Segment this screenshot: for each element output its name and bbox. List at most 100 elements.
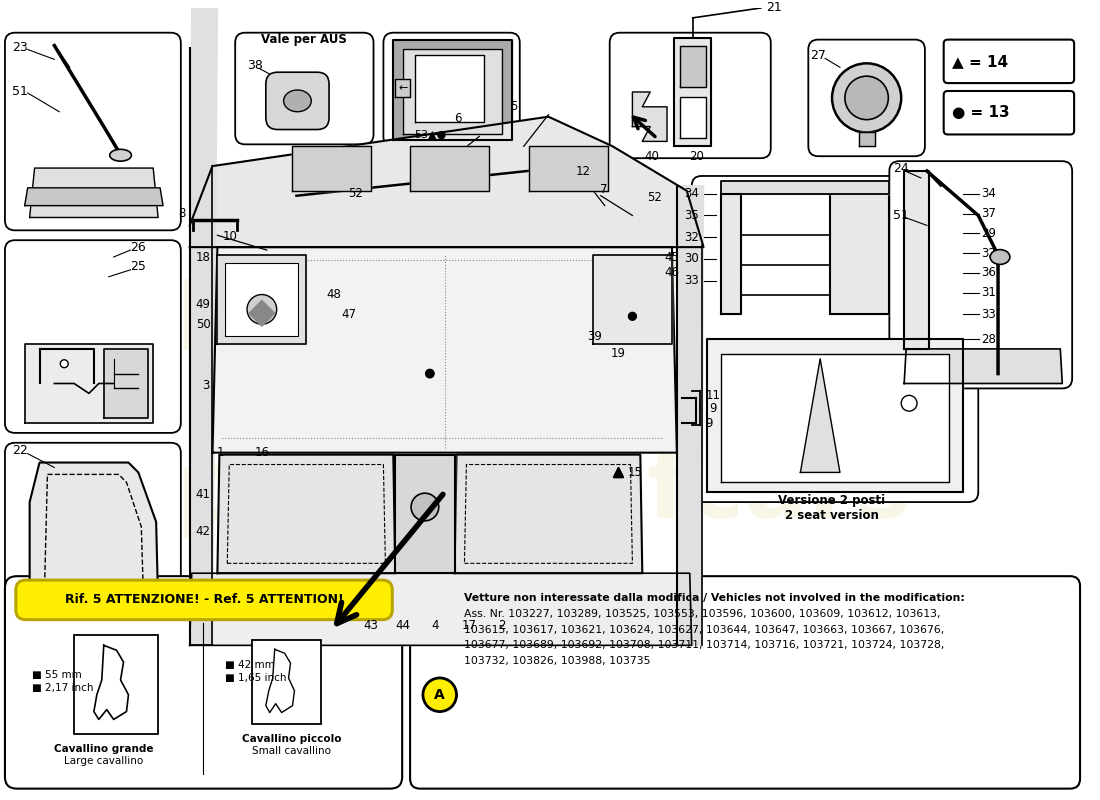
Text: Cavallino piccolo: Cavallino piccolo (242, 734, 341, 744)
FancyBboxPatch shape (4, 33, 180, 230)
Text: 12: 12 (576, 165, 591, 178)
Polygon shape (680, 46, 705, 87)
Text: ● = 13: ● = 13 (952, 106, 1009, 120)
Polygon shape (722, 194, 741, 314)
Text: 25: 25 (131, 260, 146, 274)
Polygon shape (103, 349, 148, 418)
Text: 43: 43 (363, 619, 378, 632)
Text: 34: 34 (684, 187, 699, 200)
Text: 103615, 103617, 103621, 103624, 103627, 103644, 103647, 103663, 103667, 103676,: 103615, 103617, 103621, 103624, 103627, … (464, 625, 945, 634)
Text: 52: 52 (349, 187, 363, 200)
Polygon shape (722, 354, 948, 482)
Text: 37: 37 (981, 207, 997, 220)
Polygon shape (680, 97, 705, 138)
Text: 103732, 103826, 103988, 103735: 103732, 103826, 103988, 103735 (464, 656, 651, 666)
Text: 52: 52 (647, 191, 662, 204)
Text: Ass. Nr. 103227, 103289, 103525, 103553, 103596, 103600, 103609, 103612, 103613,: Ass. Nr. 103227, 103289, 103525, 103553,… (464, 609, 940, 618)
Text: 50: 50 (196, 318, 210, 330)
FancyBboxPatch shape (4, 240, 180, 433)
Polygon shape (249, 301, 275, 326)
Polygon shape (632, 92, 667, 142)
Text: 15: 15 (627, 466, 642, 479)
Text: 26: 26 (131, 241, 146, 254)
Text: 27: 27 (811, 49, 826, 62)
FancyBboxPatch shape (944, 40, 1074, 83)
Text: 11: 11 (705, 389, 720, 402)
Text: ▲ = 14: ▲ = 14 (952, 54, 1008, 69)
Text: 33: 33 (981, 308, 996, 321)
Polygon shape (292, 146, 371, 190)
Circle shape (422, 678, 456, 711)
Text: Versione 2 posti
2 seat version: Versione 2 posti 2 seat version (779, 494, 886, 522)
Text: 28: 28 (981, 333, 997, 346)
Ellipse shape (284, 90, 311, 112)
Text: Cavallino grande: Cavallino grande (54, 744, 154, 754)
Circle shape (425, 369, 435, 378)
FancyBboxPatch shape (692, 176, 978, 502)
Text: 24: 24 (893, 162, 909, 174)
Circle shape (901, 395, 917, 411)
Text: 41: 41 (196, 488, 210, 501)
Text: ■ 1,65 inch: ■ 1,65 inch (226, 673, 287, 683)
Polygon shape (24, 344, 153, 423)
Text: 51: 51 (893, 209, 910, 222)
Polygon shape (189, 8, 218, 646)
Text: 20: 20 (690, 150, 704, 162)
Text: 2: 2 (498, 619, 506, 632)
Text: ←: ← (398, 83, 408, 93)
FancyBboxPatch shape (889, 161, 1072, 389)
Text: 16: 16 (254, 446, 270, 459)
Text: 40: 40 (645, 150, 660, 162)
Text: 21: 21 (766, 2, 782, 14)
Text: 7: 7 (601, 183, 607, 196)
Polygon shape (830, 188, 889, 314)
Polygon shape (410, 146, 490, 190)
Text: 49: 49 (196, 298, 210, 311)
Polygon shape (706, 339, 964, 492)
Polygon shape (394, 40, 512, 140)
Polygon shape (722, 181, 889, 194)
Polygon shape (226, 263, 298, 336)
Text: 9: 9 (705, 417, 713, 430)
FancyBboxPatch shape (266, 72, 329, 130)
Text: 9: 9 (710, 402, 717, 414)
Text: Rif. 5 ATTENZIONE! - Ref. 5 ATTENTION!: Rif. 5 ATTENZIONE! - Ref. 5 ATTENTION! (65, 594, 344, 606)
Text: passionefcars: passionefcars (176, 446, 912, 538)
Polygon shape (395, 454, 454, 574)
FancyBboxPatch shape (15, 580, 393, 620)
Text: 3: 3 (202, 379, 209, 392)
Text: 4: 4 (431, 619, 439, 632)
Bar (74, 635, 158, 734)
Text: 39: 39 (587, 330, 602, 342)
Text: 10: 10 (222, 230, 238, 242)
Circle shape (628, 312, 637, 320)
Text: 31: 31 (981, 286, 997, 299)
Text: 48: 48 (326, 288, 341, 301)
Text: 103677, 103689, 103692, 103708, 103711, 103714, 103716, 103721, 103724, 103728,: 103677, 103689, 103692, 103708, 103711, … (464, 641, 945, 650)
Text: 17: 17 (462, 619, 477, 632)
Polygon shape (454, 454, 642, 574)
Text: 38: 38 (248, 58, 263, 72)
Text: 19: 19 (610, 347, 626, 360)
Circle shape (845, 76, 889, 120)
Circle shape (60, 360, 68, 368)
Text: 5: 5 (510, 100, 517, 114)
Text: 1: 1 (217, 446, 224, 459)
Polygon shape (30, 462, 158, 601)
Text: Vale per AUS: Vale per AUS (262, 33, 348, 46)
FancyBboxPatch shape (235, 33, 374, 144)
Text: 51: 51 (12, 86, 28, 98)
FancyBboxPatch shape (384, 33, 520, 146)
Circle shape (411, 493, 439, 521)
Polygon shape (189, 117, 704, 247)
Polygon shape (674, 38, 712, 146)
Text: 33: 33 (684, 274, 699, 287)
Text: 22: 22 (12, 444, 28, 457)
Polygon shape (212, 247, 676, 453)
Text: Vetture non interessate dalla modifica / Vehicles not involved in the modificati: Vetture non interessate dalla modifica /… (464, 593, 966, 603)
Text: ■ 2,17 inch: ■ 2,17 inch (32, 683, 94, 693)
Text: 47: 47 (341, 308, 356, 321)
Polygon shape (218, 255, 306, 344)
Polygon shape (395, 79, 410, 97)
Ellipse shape (990, 250, 1010, 265)
